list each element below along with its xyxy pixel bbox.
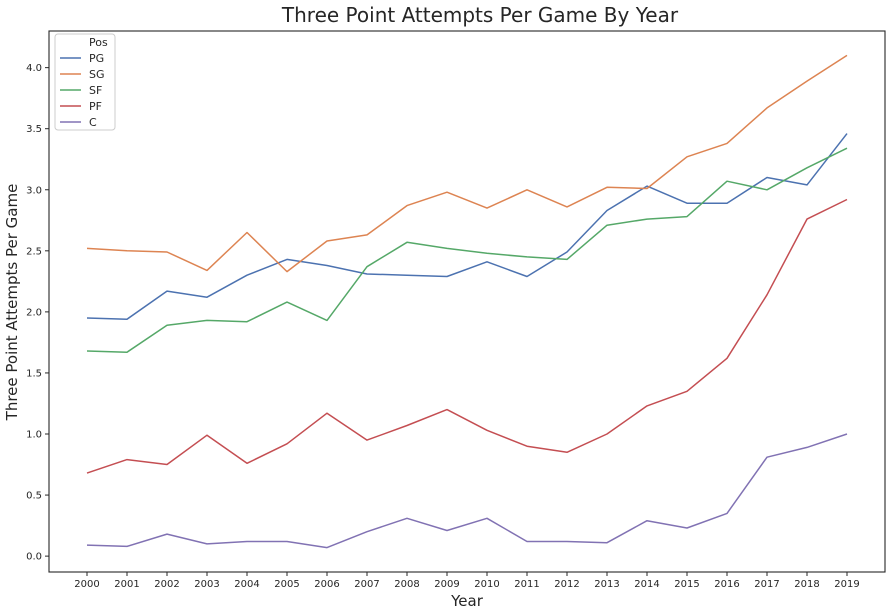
series-line-sf — [86, 147, 848, 353]
y-axis: 0.0 0.5 1.0 1.5 2.0 2.5 3.0 3.5 4.0 — [26, 63, 49, 563]
series-line-pf — [86, 198, 848, 474]
x-tick-label: 2014 — [634, 579, 659, 590]
series-lines — [86, 54, 848, 549]
x-tick-label: 2010 — [474, 579, 499, 590]
x-tick-label: 2005 — [274, 579, 299, 590]
x-tick-label: 2002 — [154, 579, 179, 590]
x-tick-label: 2013 — [594, 579, 619, 590]
series-line-sg — [86, 54, 848, 273]
x-tick-label: 2017 — [754, 579, 779, 590]
x-tick-label: 2015 — [674, 579, 699, 590]
x-tick-label: 2009 — [434, 579, 459, 590]
y-tick-label: 4.0 — [26, 63, 42, 74]
y-tick-label: 2.5 — [26, 246, 42, 257]
legend-label-c: C — [89, 116, 97, 129]
y-tick-label: 1.0 — [26, 430, 42, 441]
legend-label-pg: PG — [89, 52, 104, 65]
y-tick-label: 3.0 — [26, 185, 42, 196]
legend-label-sf: SF — [89, 84, 102, 97]
plot-frame — [48, 30, 886, 573]
x-tick-label: 2016 — [714, 579, 739, 590]
x-axis: 2000 2001 2002 2003 2004 2005 2006 2007 2008 2009… — [74, 572, 860, 590]
x-tick-label: 2008 — [394, 579, 419, 590]
legend: Pos PG SG SF PF C — [54, 33, 116, 131]
series-line-pg — [86, 133, 848, 320]
legend-label-sg: SG — [89, 68, 105, 81]
y-tick-label: 1.5 — [26, 368, 42, 379]
x-tick-label: 2007 — [354, 579, 379, 590]
x-tick-label: 2001 — [114, 579, 139, 590]
x-tick-label: 2019 — [834, 579, 859, 590]
x-tick-label: 2000 — [74, 579, 99, 590]
x-tick-label: 2006 — [314, 579, 339, 590]
y-axis-label: Three Point Attempts Per Game — [3, 184, 21, 422]
x-tick-label: 2003 — [194, 579, 219, 590]
x-tick-label: 2018 — [794, 579, 819, 590]
x-tick-label: 2012 — [554, 579, 579, 590]
legend-label-pf: PF — [89, 100, 102, 113]
legend-title: Pos — [89, 36, 108, 49]
x-tick-label: 2011 — [514, 579, 539, 590]
x-axis-label: Year — [450, 592, 484, 610]
chart-title: Three Point Attempts Per Game By Year — [281, 3, 679, 27]
x-tick-label: 2004 — [234, 579, 259, 590]
y-tick-label: 3.5 — [26, 124, 42, 135]
y-tick-label: 0.0 — [26, 552, 42, 563]
series-line-c — [86, 433, 848, 549]
y-tick-label: 0.5 — [26, 491, 42, 502]
y-tick-label: 2.0 — [26, 307, 42, 318]
